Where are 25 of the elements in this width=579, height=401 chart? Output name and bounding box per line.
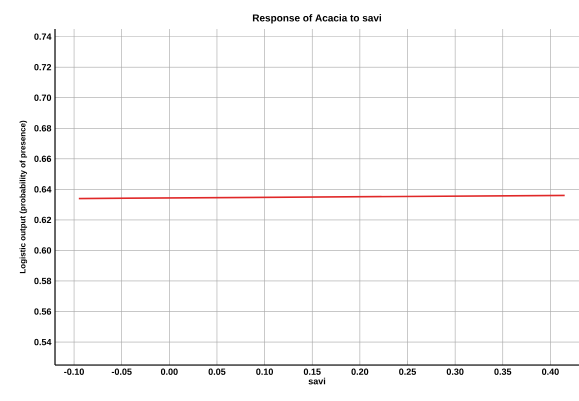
x-tick-label: 0.20 [351,368,368,375]
x-tick-label: -0.10 [64,368,84,375]
y-tick-label: 0.60 [34,247,52,254]
y-tick-label: 0.56 [34,308,52,315]
chart-title: Response of Acacia to savi [252,14,382,24]
y-tick-label: 0.54 [34,338,52,346]
x-tick-label: 0.10 [256,368,273,375]
x-tick-label: 0.15 [304,368,321,375]
y-tick-label: 0.68 [34,125,52,132]
y-tick-label: 0.70 [34,94,52,101]
y-tick-label: 0.72 [34,64,52,70]
x-tick-label: 0.25 [399,368,416,375]
x-tick-label: 0.05 [208,368,226,375]
x-tick-label: 0.30 [446,368,464,375]
y-tick-label: 0.74 [34,33,52,40]
y-tick-label: 0.62 [34,216,52,224]
y-tick-label: 0.66 [34,156,52,162]
y-axis-title: Logistic output (probability of presence) [20,120,28,274]
y-tick-label: 0.58 [34,278,52,284]
x-tick-label: 0.40 [542,368,559,375]
x-axis-title: savi [308,378,326,384]
x-tick-label: 0.35 [494,368,512,375]
x-tick-label: -0.05 [112,368,132,375]
y-tick-label: 0.64 [34,186,52,193]
x-tick-label: 0.00 [160,368,178,375]
